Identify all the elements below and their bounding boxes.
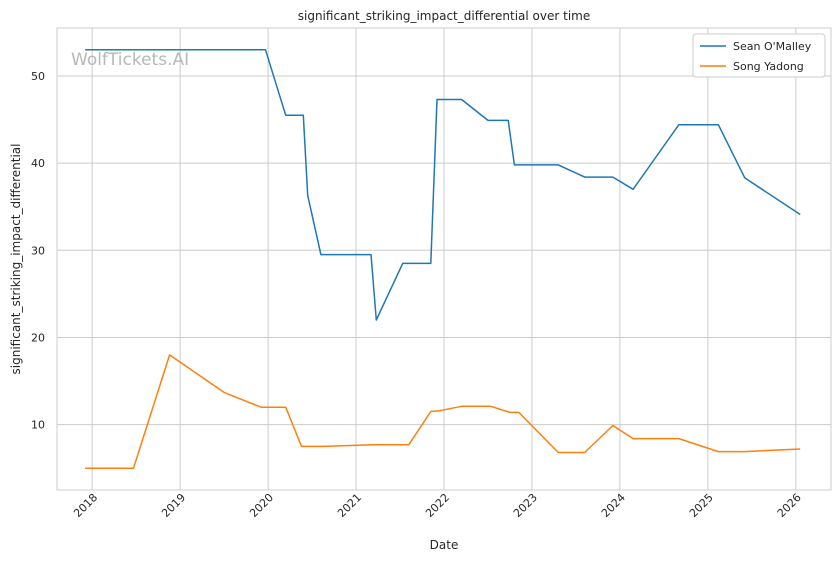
chart-title: significant_striking_impact_differential… [298,9,590,23]
legend-label-song-yadong: Song Yadong [733,60,804,73]
x-axis-label: Date [430,538,459,552]
y-tick-label-50: 50 [31,70,45,83]
legend: Sean O'Malley Song Yadong [692,33,826,78]
series-line-sean-o-malley [85,49,801,321]
plot-frame [56,27,832,491]
y-tick-label-40: 40 [31,157,45,170]
y-tick-label-30: 30 [31,244,45,257]
series-layer [85,49,801,469]
series-line-song-yadong [85,354,801,469]
y-tick-label-20: 20 [31,331,45,344]
y-tick-label-10: 10 [31,419,45,432]
y-axis-label: significant_striking_impact_differential [9,144,23,375]
watermark: WolfTickets.AI [71,50,189,70]
legend-label-sean-omalley: Sean O'Malley [733,40,812,53]
